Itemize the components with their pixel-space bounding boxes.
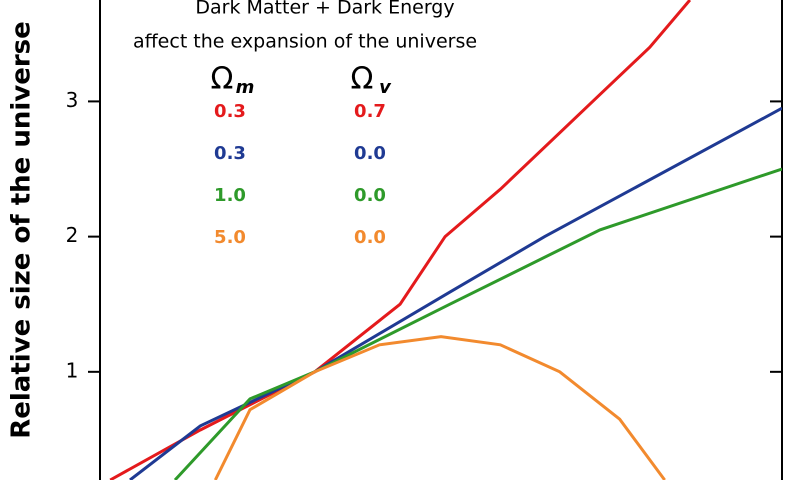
legend-omega-m: 5.0 bbox=[214, 227, 246, 248]
chart-title: Dark Matter + Dark Energy bbox=[195, 0, 454, 19]
legend-header: Ω bbox=[351, 62, 374, 97]
y-axis-label: Relative size of the universe bbox=[7, 21, 37, 439]
legend-omega-v: 0.0 bbox=[354, 227, 386, 248]
chart-title: affect the expansion of the universe bbox=[133, 31, 477, 53]
series-line bbox=[213, 335, 666, 480]
legend-omega-m: 0.3 bbox=[214, 101, 246, 122]
legend-omega-v: 0.0 bbox=[354, 185, 386, 206]
y-tick-label: 2 bbox=[66, 223, 79, 247]
y-tick-label: 1 bbox=[66, 358, 79, 382]
legend-header-sub: v bbox=[379, 77, 392, 98]
series-line bbox=[173, 167, 782, 480]
y-tick-label: 3 bbox=[66, 88, 79, 112]
legend-omega-m: 1.0 bbox=[214, 185, 246, 206]
series-line bbox=[109, 0, 692, 480]
plot-area bbox=[109, 0, 782, 480]
legend-omega-v: 0.7 bbox=[354, 101, 386, 122]
legend-omega-m: 0.3 bbox=[214, 143, 246, 164]
legend-header: Ω bbox=[211, 62, 234, 97]
legend-header-sub: m bbox=[236, 77, 255, 98]
series-line bbox=[129, 106, 782, 480]
legend-omega-v: 0.0 bbox=[354, 143, 386, 164]
